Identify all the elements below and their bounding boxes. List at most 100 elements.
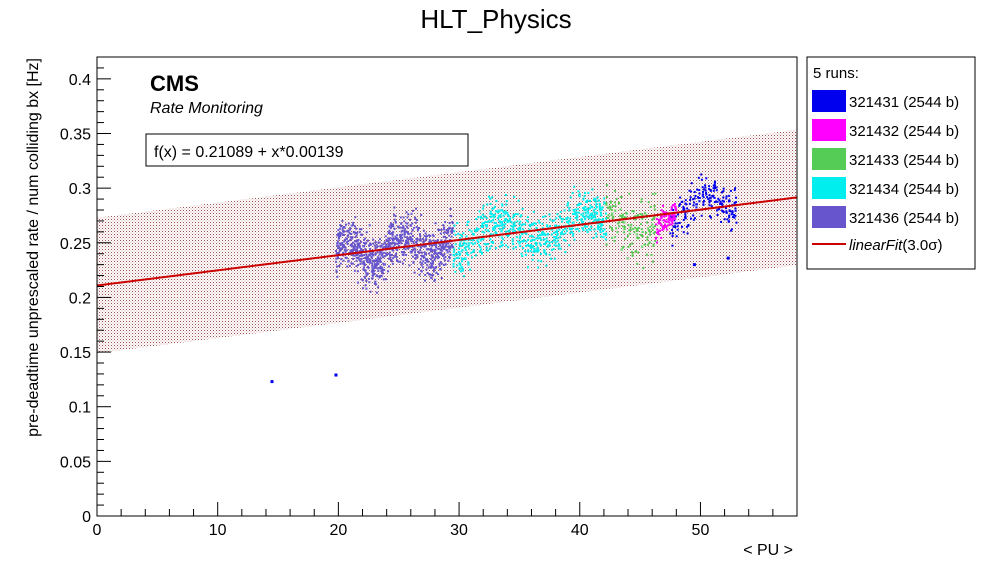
- data-point: [652, 243, 655, 246]
- data-point: [466, 251, 469, 254]
- data-point: [598, 206, 601, 209]
- data-point: [412, 209, 415, 212]
- data-point: [392, 230, 395, 233]
- data-point: [392, 257, 395, 260]
- data-point: [566, 216, 569, 219]
- data-point: [511, 238, 514, 241]
- data-point: [491, 215, 494, 218]
- data-point: [375, 283, 378, 286]
- data-point: [558, 228, 561, 231]
- data-point: [452, 263, 455, 266]
- data-point: [406, 222, 409, 225]
- data-point: [564, 239, 567, 242]
- chart-title: HLT_Physics: [420, 4, 571, 34]
- data-point: [468, 228, 471, 231]
- data-point: [581, 220, 584, 223]
- data-point: [617, 222, 620, 225]
- data-point: [516, 213, 519, 216]
- data-point: [700, 214, 703, 217]
- data-point: [512, 225, 515, 228]
- data-point: [501, 209, 504, 212]
- data-point: [448, 250, 451, 253]
- data-point: [722, 187, 725, 190]
- data-point: [605, 195, 608, 198]
- data-point: [489, 202, 492, 205]
- data-point: [517, 199, 520, 202]
- data-point: [353, 231, 356, 234]
- data-point: [349, 236, 352, 239]
- data-point: [735, 196, 738, 199]
- data-point: [349, 227, 352, 230]
- data-point: [651, 223, 654, 226]
- data-point: [444, 244, 447, 247]
- data-point: [481, 217, 484, 220]
- data-point: [375, 274, 378, 277]
- data-point: [403, 230, 406, 233]
- data-point: [540, 232, 543, 235]
- data-point: [352, 257, 355, 260]
- data-point: [564, 227, 567, 230]
- data-point: [404, 242, 407, 245]
- data-point: [652, 232, 655, 235]
- data-point: [513, 195, 516, 198]
- data-point: [708, 204, 711, 207]
- data-point: [702, 203, 705, 206]
- data-point: [452, 265, 455, 268]
- data-point: [492, 228, 495, 231]
- data-point: [412, 240, 415, 243]
- fit-line: [96, 196, 798, 287]
- data-point: [464, 246, 467, 249]
- data-point: [439, 261, 442, 264]
- data-point: [500, 221, 503, 224]
- data-point: [596, 219, 599, 222]
- data-point: [363, 275, 366, 278]
- data-point: [601, 223, 604, 226]
- data-point: [475, 218, 478, 221]
- data-point: [338, 242, 341, 245]
- data-point: [411, 238, 414, 241]
- data-point: [544, 234, 547, 237]
- data-point: [460, 250, 463, 253]
- data-point: [464, 249, 467, 252]
- data-point: [684, 202, 687, 205]
- data-point: [350, 237, 353, 240]
- data-point: [623, 227, 626, 230]
- data-point: [444, 255, 447, 258]
- data-point: [525, 240, 528, 243]
- data-point: [355, 256, 358, 259]
- data-point: [709, 199, 712, 202]
- data-point: [450, 243, 453, 246]
- data-point: [684, 216, 687, 219]
- data-point: [493, 216, 496, 219]
- data-point: [343, 226, 346, 229]
- x-tick-label: 0: [93, 522, 102, 539]
- data-point: [482, 207, 485, 210]
- data-point: [504, 217, 507, 220]
- data-point: [614, 205, 617, 208]
- data-point: [548, 213, 551, 216]
- data-point: [484, 224, 487, 227]
- data-point: [429, 265, 432, 268]
- data-point: [728, 214, 731, 217]
- data-point: [713, 185, 716, 188]
- y-tick-label: 0.1: [69, 400, 91, 417]
- data-point: [433, 258, 436, 261]
- data-point: [582, 227, 585, 230]
- data-point: [423, 251, 426, 254]
- data-point: [429, 273, 432, 276]
- data-point: [577, 208, 580, 211]
- data-point: [372, 254, 375, 257]
- data-point: [484, 220, 487, 223]
- data-point: [403, 247, 406, 250]
- data-point: [445, 236, 448, 239]
- x-tick-label: 30: [450, 522, 468, 539]
- data-point: [682, 205, 685, 208]
- data-point: [472, 243, 475, 246]
- data-point: [496, 211, 499, 214]
- data-point: [424, 239, 427, 242]
- data-point: [474, 229, 477, 232]
- data-point: [733, 201, 736, 204]
- data-point: [484, 228, 487, 231]
- data-point: [621, 225, 624, 228]
- data-point: [685, 225, 688, 228]
